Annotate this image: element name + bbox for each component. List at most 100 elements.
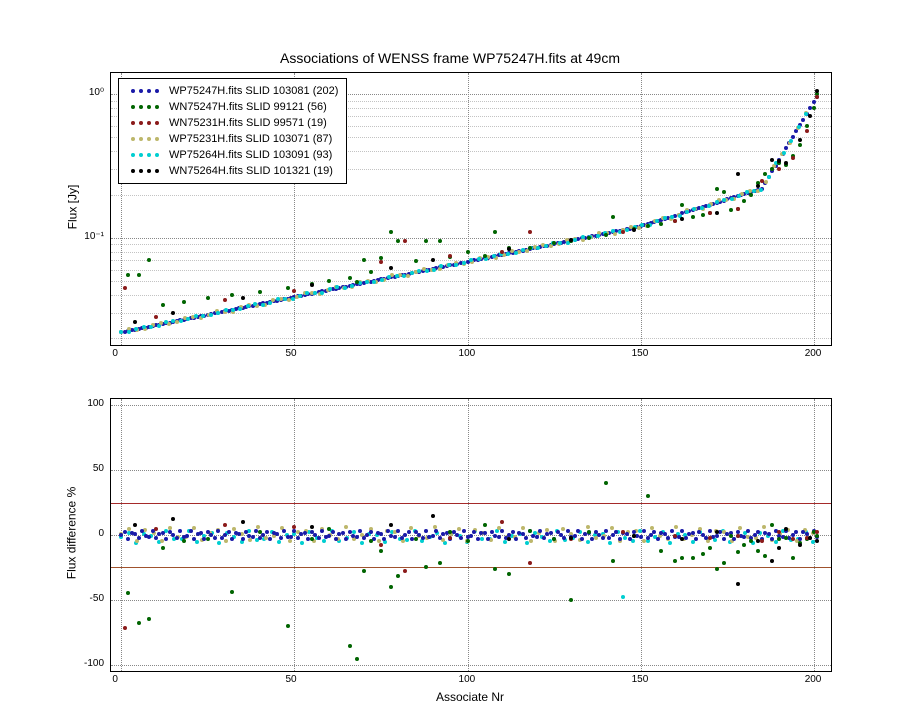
data-point xyxy=(668,541,672,545)
data-point xyxy=(362,258,366,262)
data-point xyxy=(421,536,425,540)
data-point xyxy=(521,526,525,530)
data-point xyxy=(708,546,712,550)
data-point xyxy=(472,530,476,534)
data-point xyxy=(147,617,151,621)
ytick-label: 10⁻¹ xyxy=(84,231,104,242)
figure: Associations of WENSS frame WP75247H.fit… xyxy=(0,0,900,720)
data-point xyxy=(230,590,234,594)
data-point xyxy=(137,621,141,625)
data-point xyxy=(296,536,300,540)
data-point xyxy=(718,530,722,534)
data-point xyxy=(798,138,802,142)
data-point xyxy=(611,215,615,219)
data-point xyxy=(569,598,573,602)
data-point xyxy=(194,314,198,318)
data-point xyxy=(752,189,756,193)
data-point xyxy=(133,320,137,324)
data-point xyxy=(749,193,753,197)
data-point xyxy=(448,536,452,540)
bottom-axes xyxy=(110,398,832,672)
data-point xyxy=(462,529,466,533)
data-point xyxy=(355,535,359,539)
data-point xyxy=(805,129,809,133)
data-point xyxy=(344,525,348,529)
data-point xyxy=(123,530,127,534)
data-point xyxy=(639,535,643,539)
data-point xyxy=(770,523,774,527)
data-point xyxy=(379,543,383,547)
data-point xyxy=(742,199,746,203)
legend: WP75247H.fits SLID 103081 (202)WN75247H.… xyxy=(118,78,347,184)
data-point xyxy=(777,167,781,171)
data-point xyxy=(730,197,734,201)
data-point xyxy=(762,525,766,529)
data-point xyxy=(154,315,158,319)
data-point xyxy=(403,239,407,243)
data-point xyxy=(277,540,281,544)
data-point xyxy=(283,297,287,301)
data-point xyxy=(732,537,736,541)
data-point xyxy=(722,190,726,194)
data-point xyxy=(237,532,241,536)
data-point xyxy=(355,657,359,661)
data-point xyxy=(223,533,227,537)
data-point xyxy=(782,151,786,155)
data-point xyxy=(369,539,373,543)
data-point xyxy=(137,273,141,277)
data-point xyxy=(497,535,501,539)
data-point xyxy=(652,530,656,534)
data-point xyxy=(396,529,400,533)
data-point xyxy=(431,534,435,538)
data-point xyxy=(715,567,719,571)
data-point xyxy=(742,535,746,539)
data-point xyxy=(209,313,213,317)
data-point xyxy=(621,230,625,234)
legend-label: WN75231H.fits SLID 99571 (19) xyxy=(169,117,327,129)
data-point xyxy=(137,536,141,540)
data-point xyxy=(715,534,719,538)
data-point xyxy=(393,535,397,539)
data-point xyxy=(223,298,227,302)
data-point xyxy=(400,536,404,540)
data-point xyxy=(457,527,461,531)
data-point xyxy=(535,535,539,539)
data-point xyxy=(425,269,429,273)
data-point xyxy=(680,537,684,541)
data-point xyxy=(192,537,196,541)
figure-title: Associations of WENSS frame WP75247H.fit… xyxy=(0,50,900,66)
data-point xyxy=(506,252,510,256)
xtick-label: 50 xyxy=(285,674,296,685)
data-point xyxy=(794,530,798,534)
data-point xyxy=(230,537,234,541)
data-point xyxy=(684,536,688,540)
data-point xyxy=(528,246,532,250)
data-point xyxy=(317,536,321,540)
data-point xyxy=(126,591,130,595)
data-point xyxy=(372,537,376,541)
data-point xyxy=(767,532,771,536)
data-point xyxy=(715,200,719,204)
legend-entry: WP75264H.fits SLID 103091 (93) xyxy=(127,147,338,163)
data-point xyxy=(736,534,740,538)
data-point xyxy=(320,291,324,295)
data-point xyxy=(244,530,248,534)
data-point xyxy=(241,537,245,541)
bottom-ylabel: Flux difference % xyxy=(64,487,78,580)
ytick-label: -100 xyxy=(84,658,104,669)
xtick-label: 150 xyxy=(632,674,649,685)
data-point xyxy=(154,527,158,531)
data-point xyxy=(286,624,290,628)
data-point xyxy=(801,118,805,122)
data-point xyxy=(417,269,421,273)
xtick-label: 200 xyxy=(805,674,822,685)
data-point xyxy=(171,517,175,521)
data-point xyxy=(123,286,127,290)
data-point xyxy=(268,301,272,305)
data-point xyxy=(142,325,146,329)
data-point xyxy=(147,258,151,262)
data-point xyxy=(722,198,726,202)
data-point xyxy=(797,125,801,129)
data-point xyxy=(261,303,265,307)
data-point xyxy=(365,280,369,284)
